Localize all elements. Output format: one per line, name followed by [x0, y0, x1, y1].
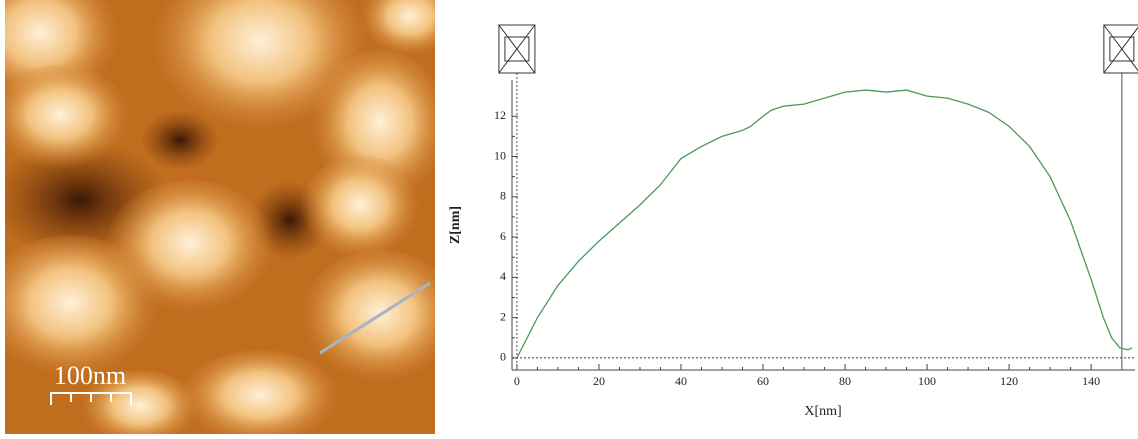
y-tick-label: 10 — [494, 148, 506, 162]
x-tick-label: 40 — [675, 374, 687, 388]
y-tick-label: 0 — [500, 350, 506, 364]
x-tick-label: 0 — [514, 374, 520, 388]
x-tick-label: 140 — [1082, 374, 1100, 388]
y-tick-label: 2 — [500, 309, 506, 323]
x-tick-label: 20 — [593, 374, 605, 388]
x-tick-label: 80 — [839, 374, 851, 388]
afm-image — [5, 0, 435, 434]
profile-line — [516, 89, 1133, 359]
x-axis-label: X[nm] — [804, 404, 841, 419]
x-tick-label: 100 — [918, 374, 936, 388]
y-tick-label: 8 — [500, 189, 506, 203]
x-tick-label: 60 — [757, 374, 769, 388]
cursor-cross — [498, 24, 536, 74]
y-tick-label: 12 — [494, 108, 506, 122]
y-axis-label: Z[nm] — [448, 206, 463, 244]
y-tick-label: 6 — [500, 229, 506, 243]
scale-bar-label: 100nm — [54, 361, 126, 390]
scale-bar — [50, 392, 132, 405]
x-tick-label: 120 — [1000, 374, 1018, 388]
y-tick-label: 4 — [500, 269, 506, 283]
cursor-cross — [1103, 24, 1138, 74]
